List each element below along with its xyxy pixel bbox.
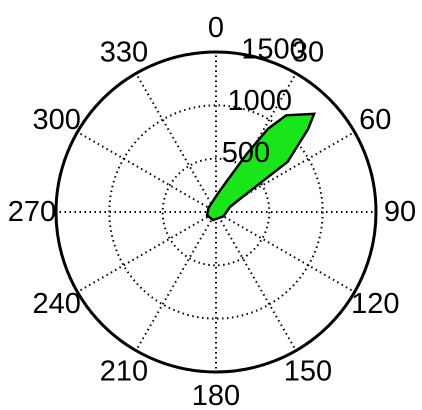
theta-tick-label-90: 90 <box>384 196 416 228</box>
grid-spoke-11 <box>135 72 217 213</box>
theta-tick-label-180: 180 <box>192 380 240 410</box>
grid-spoke-10 <box>76 131 217 213</box>
theta-tick-label-30: 30 <box>292 37 324 69</box>
rose-area <box>205 112 316 222</box>
r-tick-label-1000: 1000 <box>227 85 292 117</box>
grid-spoke-8 <box>76 211 217 293</box>
theta-tick-label-150: 150 <box>284 355 332 387</box>
grid-spoke-4 <box>215 211 356 293</box>
theta-tick-label-270: 270 <box>8 196 56 228</box>
rose-series <box>205 112 316 222</box>
theta-tick-label-330: 330 <box>100 37 148 69</box>
grid-spoke-5 <box>215 211 297 352</box>
theta-tick-label-60: 60 <box>359 104 391 136</box>
theta-tick-label-240: 240 <box>33 288 81 320</box>
grid-ring-0 <box>161 157 271 267</box>
grid-spoke-2 <box>215 131 356 213</box>
grid-spoke-7 <box>135 211 217 352</box>
r-tick-label-500: 500 <box>222 137 270 169</box>
tick-labels: 0 30 60 90 120 150 180 210 240 270 300 330 500 1000 15… <box>8 12 416 410</box>
theta-tick-label-300: 300 <box>33 104 81 136</box>
theta-tick-label-210: 210 <box>100 355 148 387</box>
grid-ring-1 <box>108 104 324 320</box>
r-tick-label-1500: 1500 <box>241 34 306 66</box>
theta-tick-label-120: 120 <box>351 288 399 320</box>
theta-tick-label-0: 0 <box>208 12 224 44</box>
